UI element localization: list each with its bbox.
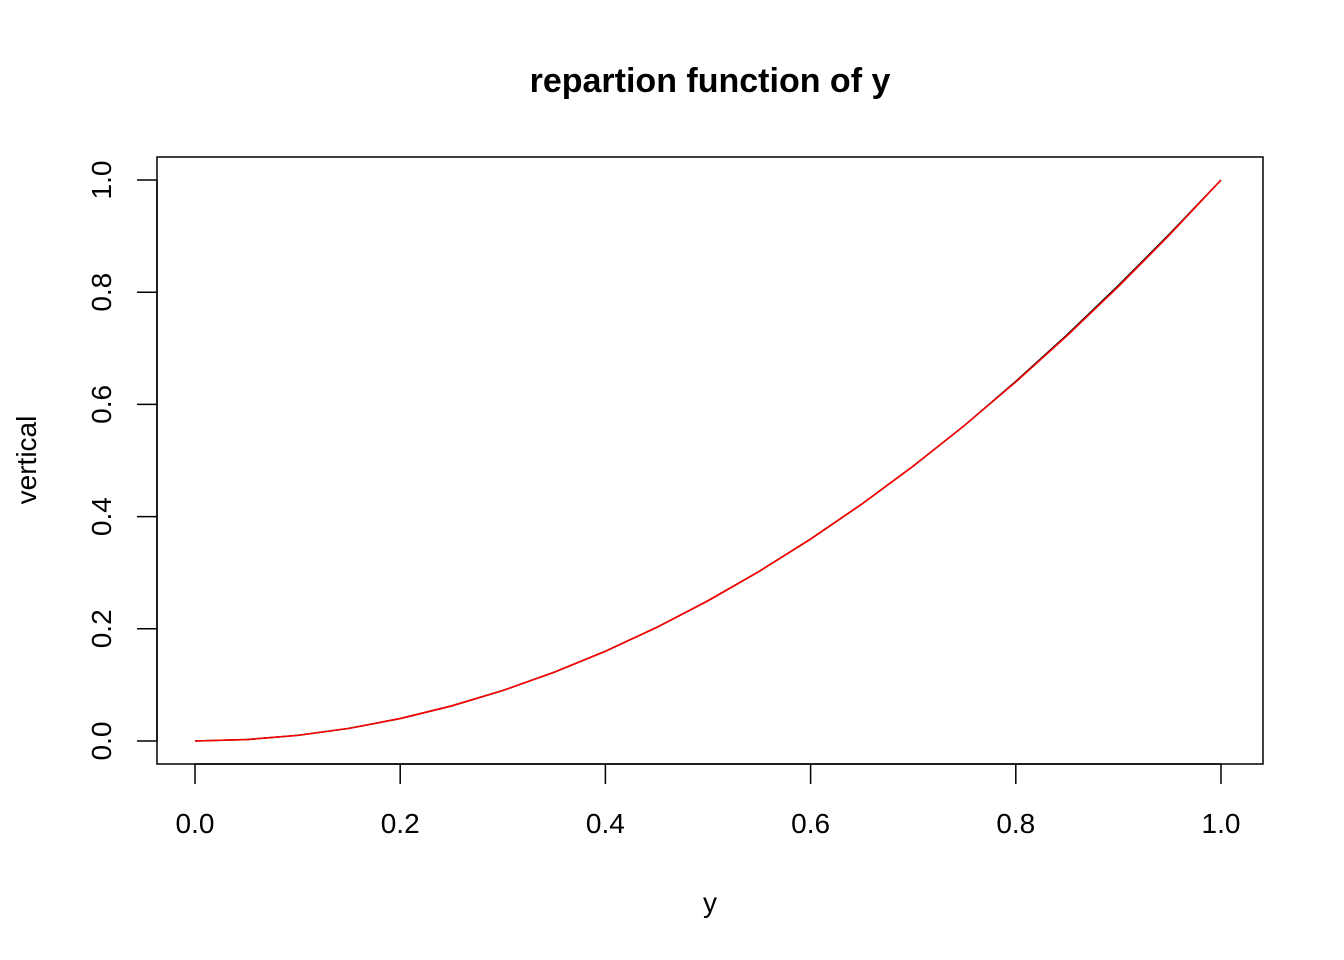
x-axis-label: y	[703, 887, 717, 918]
plot-area-frame	[156, 156, 1264, 765]
chart-title: repartion function of y	[530, 62, 891, 100]
y-axis: 0.0 0.2 0.4 0.6 0.8 1.0	[86, 161, 158, 761]
x-tick-label: 0.8	[996, 808, 1035, 839]
series-group	[194, 179, 1222, 742]
x-tick-label: 1.0	[1202, 808, 1241, 839]
x-tick-label: 0.2	[381, 808, 420, 839]
y-axis-label: vertical	[11, 416, 42, 505]
series-line-1	[194, 179, 1222, 742]
y-tick-label: 0.8	[86, 273, 117, 312]
y-tick-label: 0.2	[86, 609, 117, 648]
y-tick-label: 0.6	[86, 385, 117, 424]
x-axis: 0.0 0.2 0.4 0.6 0.8 1.0	[176, 763, 1241, 839]
y-tick-label: 0.0	[86, 722, 117, 761]
y-tick-label: 0.4	[86, 497, 117, 536]
x-tick-label: 0.0	[176, 808, 215, 839]
y-tick-label: 1.0	[86, 161, 117, 200]
series-line-2	[194, 179, 1222, 742]
x-tick-label: 0.6	[791, 808, 830, 839]
x-tick-label: 0.4	[586, 808, 625, 839]
